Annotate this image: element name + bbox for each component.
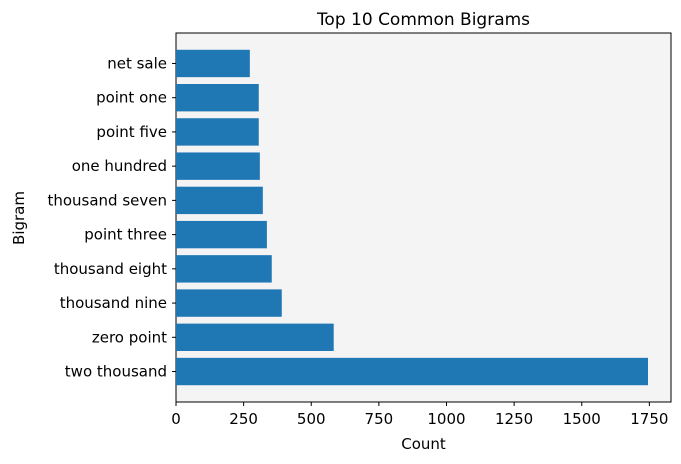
x-tick-label: 250	[229, 410, 258, 428]
bar	[176, 152, 260, 180]
bar	[176, 220, 267, 249]
bar	[176, 289, 282, 317]
bar	[176, 49, 250, 78]
x-tick-label: 1250	[495, 410, 533, 428]
y-tick-label: point five	[96, 123, 167, 141]
x-tick-label: 0	[171, 410, 181, 428]
y-tick-label: two thousand	[65, 363, 167, 381]
x-tick-label: 1750	[630, 410, 668, 428]
x-tick-label: 1000	[427, 410, 465, 428]
y-tick-label: point three	[84, 226, 167, 244]
x-axis-label: Count	[401, 435, 446, 453]
y-tick-label: one hundred	[72, 157, 167, 175]
bar	[176, 323, 334, 351]
bar	[176, 118, 259, 146]
y-axis-label: Bigram	[10, 191, 28, 245]
y-tick-label: thousand eight	[54, 260, 167, 278]
bar	[176, 186, 263, 215]
x-tick-label: 750	[365, 410, 394, 428]
y-tick-label: net sale	[107, 54, 167, 72]
y-tick-label: thousand nine	[60, 294, 167, 312]
bar	[176, 255, 272, 283]
x-tick-label: 1500	[563, 410, 601, 428]
y-tick-label: zero point	[92, 328, 167, 346]
y-tick-label: point one	[96, 89, 167, 107]
x-tick-label: 500	[297, 410, 326, 428]
bar	[176, 357, 649, 386]
y-tick-label: thousand seven	[47, 191, 167, 209]
bar	[176, 84, 259, 112]
chart-title: Top 10 Common Bigrams	[316, 10, 530, 30]
